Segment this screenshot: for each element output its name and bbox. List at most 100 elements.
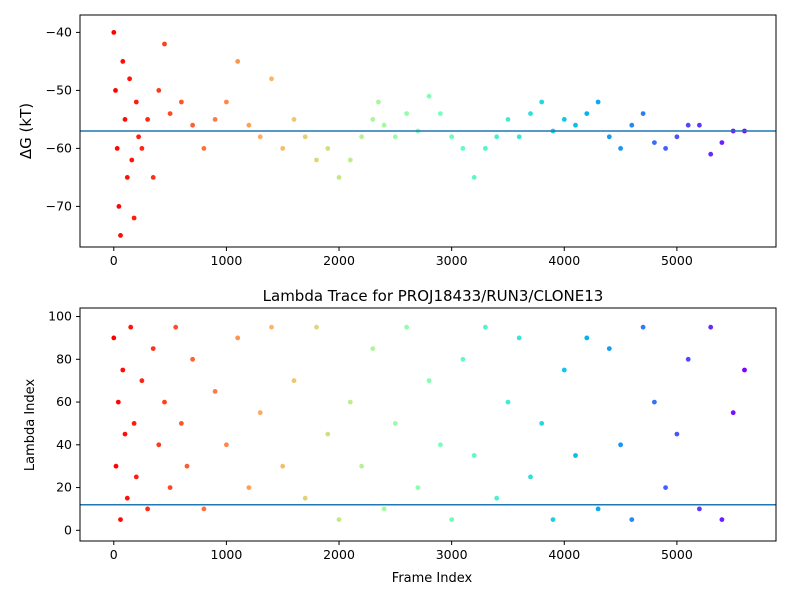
bottom-chart-title: Lambda Trace for PROJ18433/RUN3/CLONE13 — [263, 287, 604, 305]
data-point — [742, 367, 747, 373]
data-point — [618, 442, 623, 448]
data-point — [314, 157, 319, 163]
x-tick-label: 2000 — [323, 547, 355, 562]
data-point — [697, 506, 702, 512]
data-point — [685, 356, 691, 362]
data-point — [483, 324, 488, 330]
x-tick-label: 2000 — [323, 253, 355, 268]
data-point — [471, 453, 477, 458]
data-point — [640, 111, 646, 116]
data-point — [269, 324, 274, 330]
data-point — [652, 399, 657, 405]
y-tick-label: 60 — [56, 394, 72, 409]
data-point — [483, 146, 488, 151]
data-point — [212, 389, 218, 394]
y-tick-label: 100 — [48, 309, 72, 324]
bottom-x-ticks: 0 1000 2000 3000 4000 5000 — [110, 541, 693, 562]
data-point — [113, 463, 119, 469]
data-point — [118, 233, 123, 238]
data-point — [595, 99, 601, 105]
data-point — [111, 30, 117, 35]
data-point — [404, 324, 409, 330]
data-point — [190, 122, 196, 128]
data-point — [173, 324, 179, 330]
data-point — [336, 175, 342, 180]
data-point — [139, 378, 145, 384]
data-point — [404, 111, 409, 116]
data-point — [224, 442, 229, 448]
data-point — [392, 134, 398, 140]
data-point — [145, 117, 151, 122]
data-point — [325, 146, 331, 151]
y-tick-label: 40 — [56, 437, 72, 452]
bottom-panel: Lambda Trace for PROJ18433/RUN3/CLONE13 … — [23, 287, 777, 586]
x-tick-label: 5000 — [661, 547, 693, 562]
data-point — [550, 517, 556, 522]
x-tick-label: 1000 — [211, 253, 243, 268]
x-tick-label: 3000 — [436, 547, 468, 562]
data-point — [302, 495, 308, 501]
data-point — [449, 517, 455, 522]
data-point — [392, 421, 398, 426]
data-point — [139, 146, 145, 151]
data-point — [190, 356, 196, 362]
data-point — [663, 485, 668, 490]
data-point — [246, 485, 252, 490]
data-point — [606, 134, 612, 140]
data-point — [122, 431, 128, 437]
bottom-frame — [79, 307, 777, 542]
data-point — [663, 146, 668, 151]
data-point — [291, 117, 297, 122]
data-point — [179, 99, 184, 105]
data-point — [257, 134, 263, 140]
top-panel: 0 1000 2000 3000 4000 5000 −70 −60 −50 −40 ΔG (k… — [17, 14, 777, 268]
data-point — [179, 421, 184, 426]
data-point — [128, 324, 134, 330]
data-point — [697, 122, 702, 128]
data-point — [460, 146, 466, 151]
data-point — [719, 140, 725, 146]
data-point — [131, 421, 137, 426]
data-point — [573, 453, 578, 458]
data-point — [359, 134, 364, 140]
data-point — [124, 495, 130, 501]
data-point — [145, 506, 151, 512]
data-point — [685, 122, 691, 128]
x-tick-label: 5000 — [661, 253, 693, 268]
data-point — [224, 99, 229, 105]
data-point — [291, 378, 297, 384]
data-point — [167, 485, 173, 490]
top-frame — [79, 14, 777, 248]
data-point — [370, 346, 376, 351]
data-point — [606, 346, 612, 351]
data-point — [162, 399, 167, 405]
data-point — [595, 506, 601, 512]
top-points — [111, 30, 747, 238]
data-point — [302, 134, 308, 140]
data-point — [150, 346, 156, 351]
data-point — [376, 99, 381, 105]
data-point — [150, 175, 156, 180]
data-point — [136, 134, 142, 140]
data-point — [131, 215, 137, 221]
data-point — [114, 146, 120, 151]
data-point — [561, 367, 567, 373]
data-point — [584, 111, 590, 116]
data-point — [325, 431, 331, 437]
data-point — [505, 117, 511, 122]
data-point — [347, 157, 353, 163]
data-point — [184, 463, 190, 469]
data-point — [201, 506, 207, 512]
data-point — [618, 146, 623, 151]
data-point — [516, 134, 522, 140]
bottom-y-ticks: 0 20 40 60 80 100 — [48, 309, 80, 537]
bottom-points — [111, 324, 747, 522]
top-x-ticks: 0 1000 2000 3000 4000 5000 — [110, 247, 693, 268]
data-point — [539, 99, 545, 105]
data-point — [629, 517, 635, 522]
data-point — [167, 111, 173, 116]
data-point — [438, 442, 443, 448]
x-tick-label: 3000 — [436, 253, 468, 268]
data-point — [561, 117, 567, 122]
